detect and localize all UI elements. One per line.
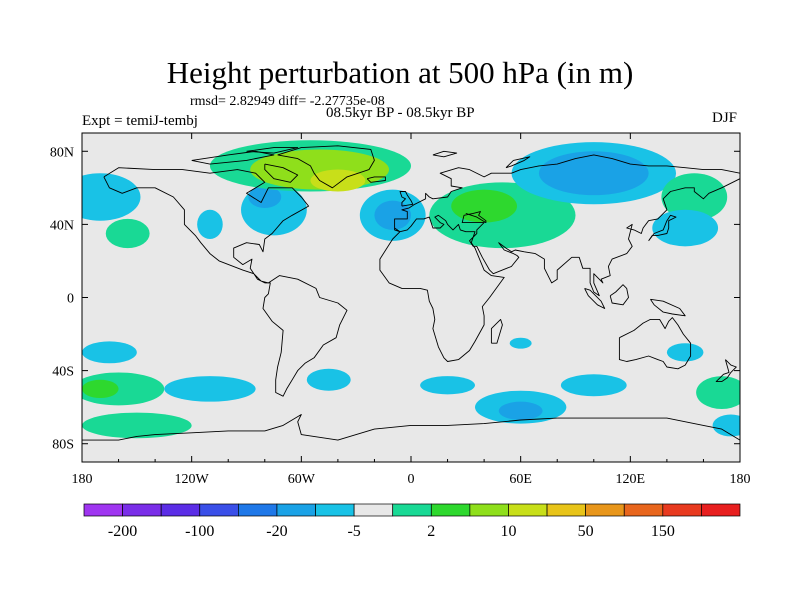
lon-tick-label: 120E (616, 472, 646, 487)
coastline-novaya-zemlya (505, 156, 531, 169)
colorbar-box (276, 503, 316, 517)
colorbar-box (546, 503, 586, 517)
anomaly-region (164, 376, 256, 402)
lon-tick-label: 180 (730, 472, 751, 487)
chart-title: Height perturbation at 500 hPa (in m) (166, 55, 634, 90)
coastline-indonesia-borneo (609, 284, 629, 306)
lat-tick-label: 40S (52, 365, 74, 380)
anomaly-region (105, 218, 150, 249)
colorbar-box (392, 503, 432, 517)
colorbar-label: -100 (185, 523, 214, 540)
anomaly-region (560, 374, 627, 397)
coastline-iceland (366, 176, 386, 183)
coastline-south-america (262, 275, 348, 397)
coastline-svalbard (432, 150, 458, 158)
anomaly-region (82, 173, 141, 221)
colorbar-box (623, 503, 664, 517)
coastline-japan (648, 214, 677, 242)
anomaly-region (248, 186, 282, 208)
axis-ticks: 80N 40N 0 40S 80S 180 120W 60W 0 60E 120E 180 (50, 133, 751, 487)
colorbar-box (469, 503, 509, 517)
lat-tick-label: 80S (52, 438, 74, 453)
season-label: DJF (712, 110, 738, 126)
colorbar-box (585, 503, 625, 517)
lon-tick-label: 0 (408, 472, 415, 487)
coastline-north-america (103, 167, 310, 284)
coastline-sumatra (584, 287, 606, 309)
colorbar-label: 50 (578, 523, 594, 540)
colorbar-box (508, 503, 548, 517)
anomaly-region (498, 401, 543, 420)
colorbar-label: -200 (108, 523, 137, 540)
colorbar-box (83, 503, 123, 517)
colorbar-box (238, 503, 278, 517)
lat-tick-label: 0 (67, 292, 74, 307)
coastline-madagascar (490, 318, 503, 344)
anomaly-region (82, 412, 192, 439)
coastline-greenland (277, 145, 375, 189)
lon-tick-label: 180 (72, 472, 93, 487)
anomaly-region (420, 376, 475, 395)
colorbar-box (199, 503, 239, 517)
colorbar-label: 2 (427, 523, 435, 540)
lat-tick-label: 40N (50, 218, 74, 233)
anomaly-region (82, 341, 137, 364)
colorbar-box (430, 503, 471, 517)
coastline-new-guinea (650, 298, 686, 317)
anomaly-region (306, 368, 351, 391)
coastline-uk (399, 191, 414, 207)
coastlines (82, 145, 740, 441)
colorbar-label: 10 (500, 523, 516, 540)
coastline-ellesmere (246, 147, 299, 154)
anomaly-region (661, 173, 728, 221)
anomaly-region (696, 376, 740, 409)
lon-tick-label: 60W (288, 472, 316, 487)
anomaly-region (374, 200, 411, 230)
lon-tick-label: 60E (509, 472, 532, 487)
experiment-label: Expt = temiJ-tembj (82, 113, 198, 129)
anomaly-region (197, 209, 223, 240)
anomaly-region (538, 151, 649, 196)
colorbar-box (315, 503, 355, 517)
colorbar: -200 -100 -20 -5 2 10 50 150 (83, 503, 741, 540)
colorbar-box (662, 503, 702, 517)
lon-tick-label: 120W (175, 472, 210, 487)
anomaly-region (82, 379, 119, 399)
colorbar-box (701, 503, 741, 517)
anomaly-region (310, 169, 366, 192)
anomaly-region (451, 189, 518, 223)
coastline-arctic-islands (191, 150, 275, 165)
colorbar-label: 150 (651, 523, 675, 540)
stats-text: rmsd= 2.82949 diff= -2.27735e-08 (190, 94, 385, 109)
lat-tick-label: 80N (50, 145, 74, 160)
colorbar-box (160, 503, 201, 517)
coastline-new-zealand (715, 359, 737, 383)
colorbar-box (353, 503, 394, 517)
period-text: 08.5kyr BP - 08.5kyr BP (326, 105, 475, 121)
coastline-baffin (264, 163, 299, 183)
colorbar-label: -5 (347, 523, 360, 540)
coastline-antarctica (82, 414, 740, 441)
colorbar-label: -20 (266, 523, 287, 540)
anomaly-region (652, 209, 719, 247)
colorbar-box (122, 503, 162, 517)
anomaly-region (712, 414, 740, 437)
coastline-eurasia-africa (379, 154, 740, 362)
coastline-australia (618, 317, 692, 370)
anomaly-region (666, 343, 704, 362)
anomaly-region (509, 337, 532, 349)
